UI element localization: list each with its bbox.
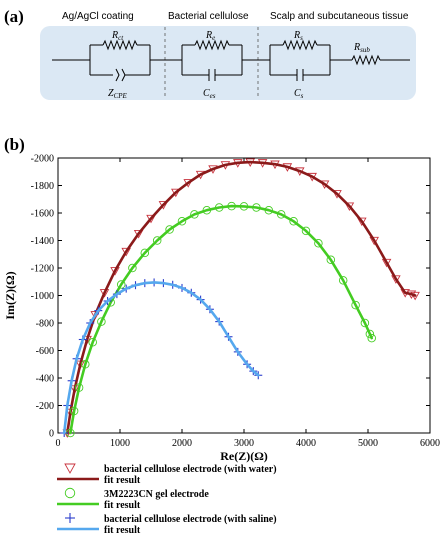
fit-line [66,160,417,435]
nyquist-plot: 0 1000 2000 3000 4000 5000 6000 0 -200 -400 -600 -8… [3,154,440,464]
panel-a-label: (a) [4,7,24,26]
y-tick-label: 0 [49,429,54,440]
y-tick-label: -1600 [31,209,54,220]
data-point [99,289,110,298]
y-tick-label: -200 [36,401,54,412]
data-point [360,318,370,328]
data-point [152,236,162,245]
series-0 [62,158,420,438]
x-tick-label: 6000 [420,438,440,449]
x-tick-label: 0 [56,438,61,449]
x-tick-label: 1000 [110,438,130,449]
label-rs: Rs [293,30,303,42]
legend-marker [65,513,75,523]
y-tick-label: -2000 [31,154,54,165]
legend-fit-label: fit result [104,500,141,511]
data-point [289,216,298,226]
label-ces: Ces [203,88,216,100]
panel-b-label: (b) [4,135,25,154]
circuit-wires [52,39,410,82]
data-point [367,333,376,343]
data-point [381,258,392,268]
data-point [133,229,144,239]
y-tick-label: -1000 [31,291,54,302]
x-axis-label: Re(Z)(Ω) [220,449,268,463]
legend-marker [64,463,76,474]
data-point [314,238,323,248]
data-point [116,280,126,289]
y-tick-label: -1200 [31,264,54,275]
series-1 [66,201,376,438]
x-tick-label: 5000 [358,438,378,449]
data-point [128,263,137,273]
legend-label: 3M2223CN gel electrode [104,489,209,500]
y-tick-label: -1400 [31,236,54,247]
label-zcpe: ZCPE [108,88,128,100]
x-tick-label: 4000 [296,438,316,449]
data-point [357,217,367,227]
x-tick-label: 2000 [172,438,192,449]
data-point [121,247,131,257]
fit-line [69,204,373,435]
y-tick-label: -400 [36,374,54,385]
y-tick-label: -800 [36,319,54,330]
label-rct: Rct [111,30,124,42]
y-tick-label: -600 [36,346,54,357]
legend-marker [64,487,76,499]
y-axis-label: Im(Z)(Ω) [3,271,17,319]
data-point [326,255,336,264]
label-re: Re [205,30,215,42]
circuit-background [40,26,416,100]
data-point [97,317,106,326]
series-2 [60,278,263,437]
y-tick-label: -1800 [31,181,54,192]
data-point [177,216,187,226]
data-point [391,275,401,284]
data-point [301,226,311,236]
legend-fit-label: fit result [104,525,141,536]
data-point [338,276,348,285]
legend-label: bacterial cellulose electrode (with sali… [104,514,277,525]
header-agagcl: Ag/AgCl coating [62,11,134,22]
header-bacterial-cellulose: Bacterial cellulose [168,11,249,22]
data-point [140,248,150,258]
label-cs: Cs [294,88,304,100]
data-point [365,329,375,339]
label-rsub: Rsub [353,42,370,54]
data-point [165,225,174,234]
legend: bacterial cellulose electrode (with wate… [57,463,277,536]
x-tick-label: 3000 [234,438,254,449]
fit-line [62,281,260,435]
legend-fit-label: fit result [104,475,141,486]
header-scalp: Scalp and subcutaneous tissue [270,11,409,22]
data-point [351,300,360,310]
data-point [369,236,379,246]
data-point [110,267,120,276]
legend-label: bacterial cellulose electrode (with wate… [104,464,277,475]
